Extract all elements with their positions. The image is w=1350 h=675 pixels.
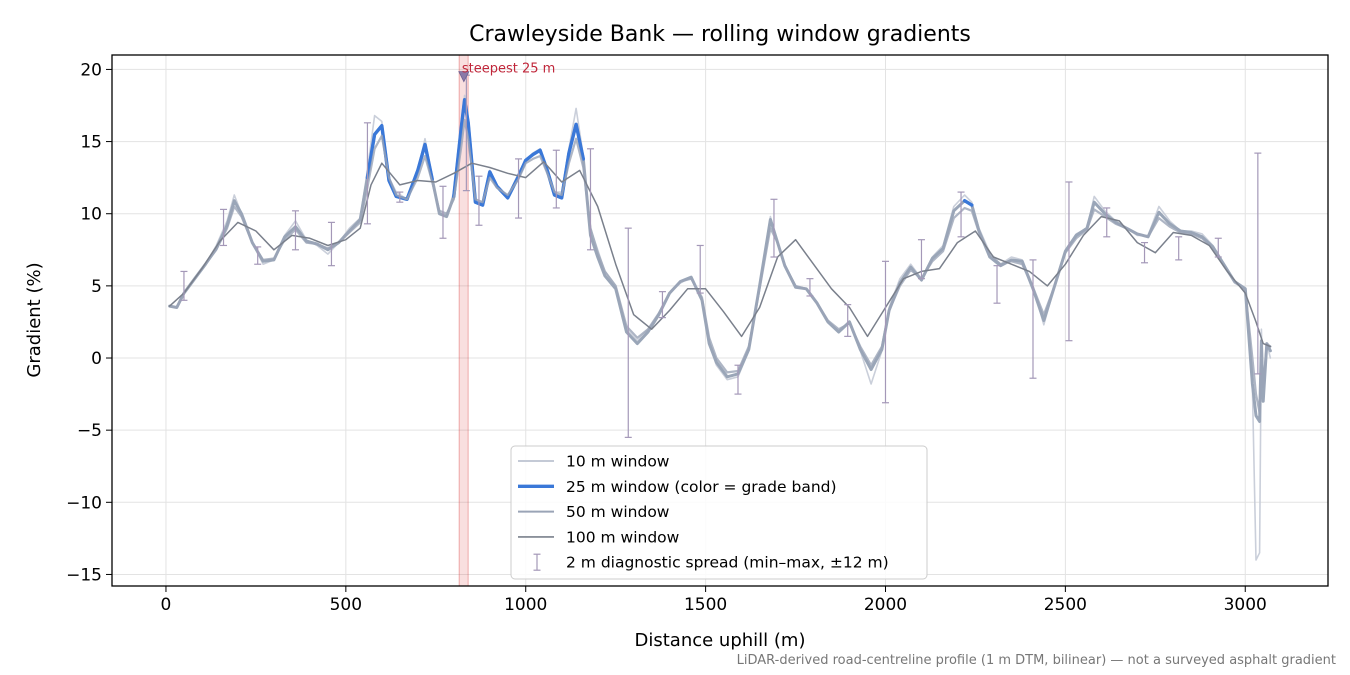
- errorbar: [993, 265, 1001, 304]
- errorbar-group: [180, 74, 1262, 438]
- legend-item-w50: 50 m window: [518, 503, 670, 521]
- y-tick-label: −5: [77, 421, 102, 441]
- legend-label: 10 m window: [566, 453, 670, 471]
- legend-box: [510, 445, 928, 580]
- errorbar: [552, 149, 560, 209]
- y-tick-label: 5: [91, 277, 102, 297]
- errorbar: [363, 122, 371, 225]
- legend-item-w10: 10 m window: [518, 453, 670, 471]
- errorbar: [1214, 237, 1222, 258]
- errorbar: [515, 158, 523, 219]
- errorbar: [1141, 241, 1149, 264]
- legend-item-w100: 100 m window: [518, 528, 680, 546]
- errorbar: [1065, 181, 1073, 342]
- steepest-marker: [458, 71, 470, 83]
- y-tick-label: 10: [80, 205, 102, 225]
- legend-label: 25 m window (color = grade band): [566, 478, 837, 496]
- footnote: LiDAR-derived road-centreline profile (1…: [737, 653, 1336, 668]
- series-25m-steep-segment: [962, 199, 974, 207]
- errorbar: [734, 364, 742, 395]
- steepest-label: steepest 25 m: [462, 62, 555, 77]
- legend-label: 2 m diagnostic spread (min–max, ±12 m): [566, 554, 889, 572]
- errorbar: [291, 210, 299, 251]
- errorbar: [881, 260, 889, 404]
- x-tick-label: 3000: [1224, 595, 1267, 615]
- errorbar: [396, 191, 404, 203]
- y-tick-label: 15: [80, 133, 102, 153]
- errorbar: [586, 148, 594, 251]
- y-axis-ticks: −15 −10 −5 0 5 10 15 20: [66, 60, 112, 585]
- errorbar: [1254, 152, 1262, 375]
- errorbar: [770, 198, 778, 258]
- errorbar: [624, 227, 632, 438]
- x-tick-label: 1000: [504, 595, 547, 615]
- x-axis-label: Distance uphill (m): [635, 630, 806, 651]
- errorbar: [696, 244, 704, 294]
- plot-frame: [111, 54, 1329, 587]
- errorbar: [917, 239, 925, 280]
- x-tick-label: 1500: [684, 595, 727, 615]
- chart-title: Crawleyside Bank — rolling window gradie…: [469, 22, 971, 47]
- errorbar: [475, 175, 483, 226]
- x-tick-label: 2000: [864, 595, 907, 615]
- y-tick-label: −15: [66, 565, 102, 585]
- errorbar: [1029, 259, 1037, 379]
- legend-item-w25: 25 m window (color = grade band): [518, 478, 837, 496]
- y-tick-label: −10: [66, 493, 102, 513]
- series-25m-steep-segment: [365, 124, 434, 201]
- grid: [112, 55, 1328, 586]
- x-tick-label: 0: [161, 595, 172, 615]
- y-axis-label: Gradient (%): [24, 262, 45, 377]
- y-tick-label: 0: [91, 349, 102, 369]
- errorbar: [957, 191, 965, 238]
- annotation-group: steepest 25 m: [458, 62, 555, 83]
- errorbar: [658, 291, 666, 319]
- legend: 10 m window 25 m window (color = grade ba…: [510, 445, 928, 580]
- x-tick-label: 500: [330, 595, 362, 615]
- errorbar: [327, 221, 335, 267]
- errorbar: [439, 185, 447, 239]
- errorbar: [1103, 207, 1111, 238]
- legend-item-err: 2 m diagnostic spread (min–max, ±12 m): [533, 553, 889, 572]
- errorbar: [806, 278, 814, 297]
- errorbar: [1175, 236, 1183, 261]
- errorbar: [220, 208, 228, 247]
- legend-items: 10 m window 25 m window (color = grade ba…: [518, 453, 889, 572]
- y-tick-label: 20: [80, 60, 102, 80]
- legend-label: 100 m window: [566, 528, 680, 546]
- legend-label: 50 m window: [566, 503, 670, 521]
- errorbar: [180, 270, 188, 301]
- errorbar: [844, 304, 852, 337]
- errorbar: [254, 246, 262, 265]
- x-axis-ticks: 0 500 1000 1500 2000 2500 3000: [161, 586, 1267, 615]
- x-tick-label: 2500: [1044, 595, 1087, 615]
